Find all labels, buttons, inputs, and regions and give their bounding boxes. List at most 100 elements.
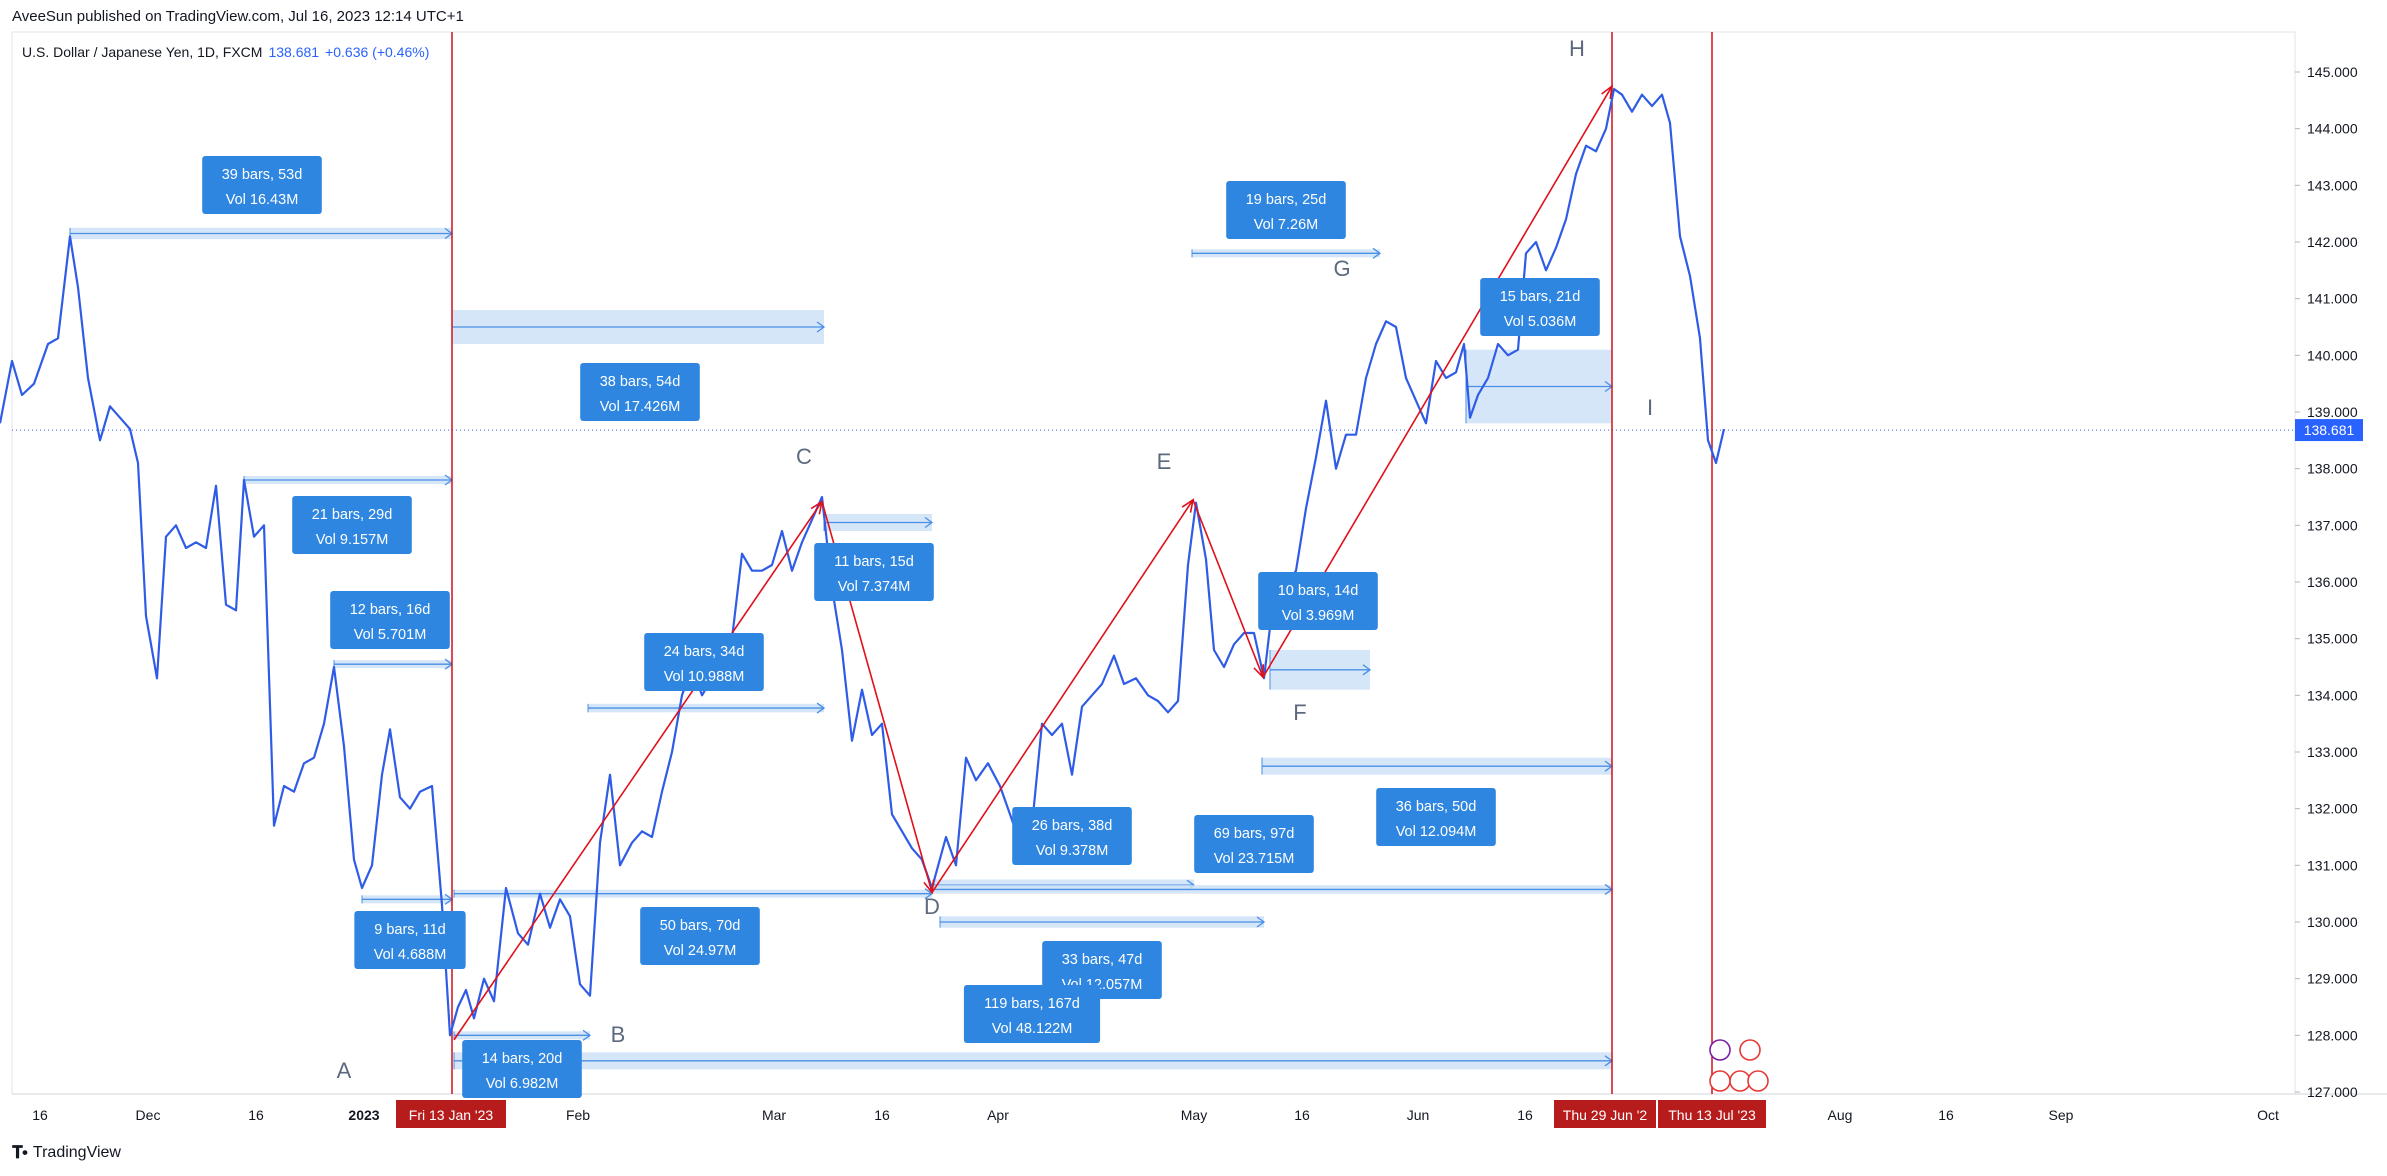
footer-brand[interactable]: 𝐓• TradingView xyxy=(12,1143,121,1163)
event-marker-icon xyxy=(1739,1039,1761,1061)
x-tick-label: 16 xyxy=(1517,1107,1533,1123)
price-change: +0.636 (+0.46%) xyxy=(325,44,430,60)
x-tick-label: 16 xyxy=(874,1107,890,1123)
date-tag-box xyxy=(396,1100,506,1128)
measure-label-bars: 11 bars, 15d xyxy=(834,554,914,570)
y-tick-label: 131.000 xyxy=(2307,857,2358,873)
measure-label-volume: Vol 17.426M xyxy=(600,399,681,415)
symbol-legend[interactable]: U.S. Dollar / Japanese Yen, 1D, FXCM 138.… xyxy=(22,44,429,60)
y-tick-label: 144.000 xyxy=(2307,121,2358,137)
measure-label-bars: 119 bars, 167d xyxy=(984,996,1080,1012)
measure-label-volume: Vol 9.157M xyxy=(316,532,389,548)
y-tick-label: 134.000 xyxy=(2307,687,2358,703)
symbol-name: U.S. Dollar / Japanese Yen, 1D, FXCM xyxy=(22,44,263,60)
measure-label-volume: Vol 12.094M xyxy=(1396,824,1477,840)
wave-label-g: G xyxy=(1333,256,1350,281)
measure-label-bars: 36 bars, 50d xyxy=(1396,799,1477,815)
x-tick-label: Oct xyxy=(2257,1107,2279,1123)
date-tag-label: Thu 29 Jun '2 xyxy=(1563,1107,1648,1123)
y-tick-label: 135.000 xyxy=(2307,631,2358,647)
measure-label-volume: Vol 48.122M xyxy=(992,1021,1073,1037)
measure-label-bars: 10 bars, 14d xyxy=(1278,583,1359,599)
measure-label-volume: Vol 4.688M xyxy=(374,947,447,963)
measure-label-bars: 24 bars, 34d xyxy=(664,644,745,660)
measure-label-bars: 15 bars, 21d xyxy=(1500,289,1581,305)
measure-label-bars: 50 bars, 70d xyxy=(660,918,741,934)
measure-label-box xyxy=(202,156,322,214)
measure-label-box xyxy=(354,911,466,969)
measure-label-box xyxy=(1258,572,1378,630)
measure-label-box xyxy=(580,363,700,421)
date-tag-box xyxy=(1658,1100,1766,1128)
y-tick-label: 142.000 xyxy=(2307,234,2358,250)
x-tick-label: May xyxy=(1181,1107,1207,1123)
y-tick-label: 141.000 xyxy=(2307,291,2358,307)
measure-label-volume: Vol 5.036M xyxy=(1504,314,1577,330)
measure-label-volume: Vol 24.97M xyxy=(664,943,737,959)
measure-label-volume: Vol 9.378M xyxy=(1036,843,1109,859)
measure-label-bars: 9 bars, 11d xyxy=(374,922,445,938)
y-tick-label: 145.000 xyxy=(2307,64,2358,80)
x-tick-label: Mar xyxy=(762,1107,786,1123)
measure-label-volume: Vol 7.26M xyxy=(1254,217,1319,233)
measure-label-bars: 26 bars, 38d xyxy=(1032,818,1113,834)
measure-label-box xyxy=(330,591,450,649)
y-tick-label: 137.000 xyxy=(2307,517,2358,533)
date-tag-box xyxy=(1554,1100,1656,1128)
wave-label-a: A xyxy=(337,1058,352,1083)
tradingview-logo-icon: 𝐓• xyxy=(12,1143,28,1162)
range-arrow-head xyxy=(1256,916,1266,928)
measure-label-bars: 38 bars, 54d xyxy=(600,374,681,390)
wave-arrow-head xyxy=(810,499,824,515)
wave-segment xyxy=(453,501,823,1041)
event-marker-icon xyxy=(1709,1070,1731,1092)
x-tick-label: Dec xyxy=(136,1107,161,1123)
wave-label-h: H xyxy=(1569,36,1585,61)
measure-label-bars: 39 bars, 53d xyxy=(222,167,303,183)
event-marker-icon xyxy=(1709,1039,1731,1061)
measure-label-volume: Vol 3.969M xyxy=(1282,608,1355,624)
y-tick-label: 128.000 xyxy=(2307,1027,2358,1043)
measure-label-bars: 21 bars, 29d xyxy=(312,507,393,523)
measure-label-box xyxy=(1376,788,1496,846)
range-arrow-head xyxy=(582,1029,592,1041)
wave-label-b: B xyxy=(611,1022,626,1047)
range-arrow-head xyxy=(816,702,826,714)
event-marker-icon xyxy=(1747,1070,1769,1092)
measure-label-volume: Vol 5.701M xyxy=(354,627,427,643)
x-tick-label: Apr xyxy=(987,1107,1009,1123)
measure-label-box xyxy=(640,907,760,965)
date-tag-label: Fri 13 Jan '23 xyxy=(409,1107,494,1123)
measure-label-box xyxy=(1042,941,1162,999)
y-tick-label: 129.000 xyxy=(2307,971,2358,987)
brand-name: TradingView xyxy=(32,1144,121,1161)
wave-label-d: D xyxy=(924,894,940,919)
x-tick-label: 16 xyxy=(32,1107,48,1123)
x-tick-label: 16 xyxy=(1294,1107,1310,1123)
range-arrow-head xyxy=(816,321,826,333)
measure-label-bars: 12 bars, 16d xyxy=(350,602,431,618)
price-series-line xyxy=(0,87,1726,1037)
last-price-tag-box xyxy=(2295,419,2363,442)
wave-segment xyxy=(931,499,1194,893)
y-tick-label: 140.000 xyxy=(2307,347,2358,363)
measure-label-volume: Vol 16.43M xyxy=(226,192,299,208)
measure-label-bars: 33 bars, 47d xyxy=(1062,952,1143,968)
wave-label-f: F xyxy=(1293,700,1306,725)
publish-info: AveeSun published on TradingView.com, Ju… xyxy=(12,8,464,25)
measure-label-box xyxy=(462,1040,582,1098)
y-tick-label: 132.000 xyxy=(2307,801,2358,817)
x-tick-label: Sep xyxy=(2049,1107,2074,1123)
wave-label-i: I xyxy=(1647,395,1653,420)
y-tick-label: 130.000 xyxy=(2307,914,2358,930)
measure-label-bars: 69 bars, 97d xyxy=(1214,826,1295,842)
measure-label-box xyxy=(814,543,934,601)
x-tick-label: Aug xyxy=(1828,1107,1853,1123)
wave-label-c: C xyxy=(796,444,812,469)
range-arrow-head xyxy=(1372,247,1382,259)
event-marker-icon xyxy=(1729,1070,1751,1092)
measure-label-volume: Vol 23.715M xyxy=(1214,851,1295,867)
measure-label-bars: 14 bars, 20d xyxy=(482,1051,563,1067)
measure-label-box xyxy=(1226,181,1346,239)
